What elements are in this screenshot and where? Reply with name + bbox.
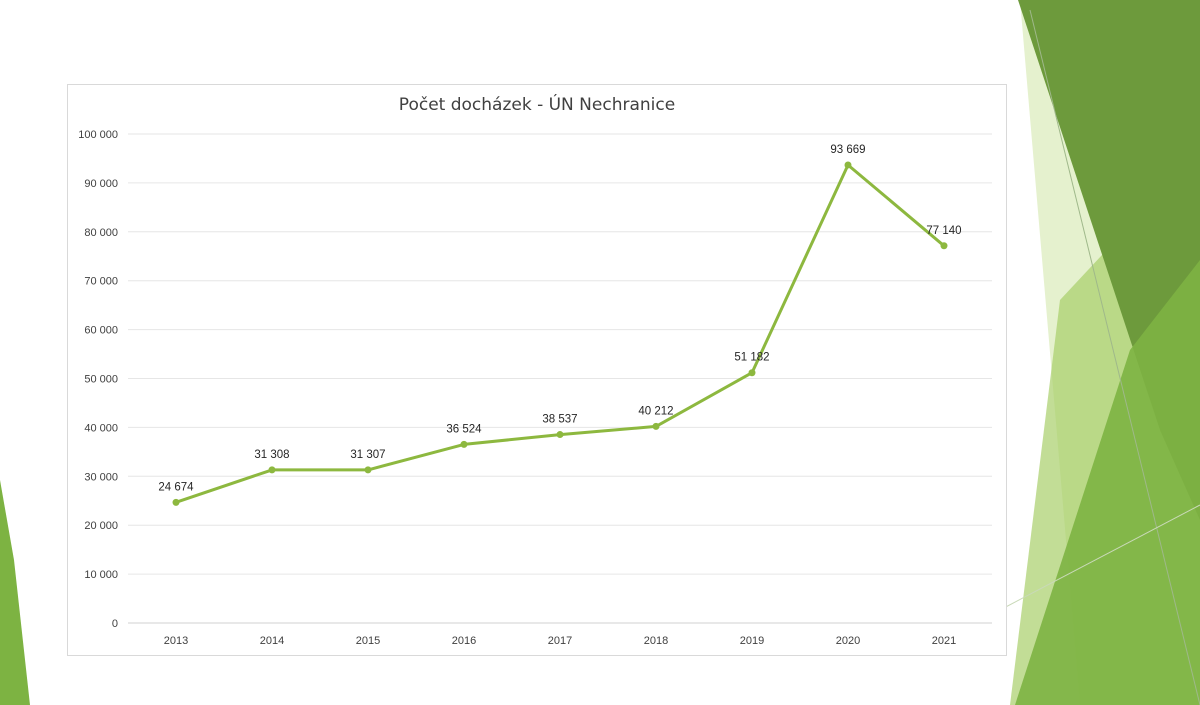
data-point (844, 161, 852, 169)
bg-line (999, 504, 1200, 611)
data-point (460, 440, 468, 448)
data-point (364, 466, 372, 474)
bg-triangle-left (0, 480, 30, 705)
y-tick-label: 70 000 (84, 276, 118, 288)
x-tick-label: 2018 (644, 635, 668, 647)
data-label: 77 140 (926, 225, 961, 237)
y-tick-label: 100 000 (78, 129, 118, 141)
y-tick-label: 30 000 (84, 471, 118, 483)
bg-triangle-green (1015, 260, 1200, 705)
y-tick-label: 60 000 (84, 325, 118, 337)
y-tick-label: 80 000 (84, 227, 118, 239)
gridlines (128, 133, 992, 624)
x-tick-label: 2020 (836, 635, 860, 647)
data-point (748, 369, 756, 377)
x-tick-label: 2017 (548, 635, 572, 647)
data-point (268, 466, 276, 474)
series-polyline (175, 163, 945, 504)
data-label: 93 669 (830, 144, 865, 156)
data-point (652, 422, 660, 430)
data-labels: 24 674 31 308 31 307 36 524 38 537 40 212 51 1… (158, 144, 961, 493)
x-tick-label: 2021 (932, 635, 956, 647)
series-line (175, 163, 945, 504)
data-points (172, 161, 948, 506)
x-tick-label: 2016 (452, 635, 476, 647)
x-tick-label: 2019 (740, 635, 764, 647)
y-tick-label: 10 000 (84, 569, 118, 581)
bg-line (1029, 9, 1200, 705)
data-label: 31 307 (350, 449, 385, 461)
y-axis-ticks: 0 10 000 20 000 30 000 40 000 50 000 60 000 70 … (78, 129, 118, 630)
chart-frame (67, 84, 1007, 656)
x-axis-ticks: 2013 2014 2015 2016 2017 2018 2019 2020 2021 (164, 635, 956, 647)
x-tick-label: 2014 (260, 635, 284, 647)
y-tick-label: 50 000 (84, 374, 118, 386)
y-tick-label: 90 000 (84, 178, 118, 190)
y-tick-label: 20 000 (84, 520, 118, 532)
data-label: 31 308 (254, 449, 289, 461)
data-point (556, 431, 564, 439)
data-label: 40 212 (638, 405, 673, 417)
x-tick-label: 2015 (356, 635, 380, 647)
chart-title: Počet docházek - ÚN Nechranice (399, 93, 675, 115)
data-point (940, 242, 948, 250)
data-label: 36 524 (446, 423, 482, 435)
data-point (172, 498, 180, 506)
data-label: 24 674 (158, 481, 194, 493)
data-label: 38 537 (542, 414, 577, 426)
y-tick-label: 0 (112, 618, 118, 630)
data-label: 51 182 (734, 352, 769, 364)
x-tick-label: 2013 (164, 635, 188, 647)
y-tick-label: 40 000 (84, 422, 118, 434)
